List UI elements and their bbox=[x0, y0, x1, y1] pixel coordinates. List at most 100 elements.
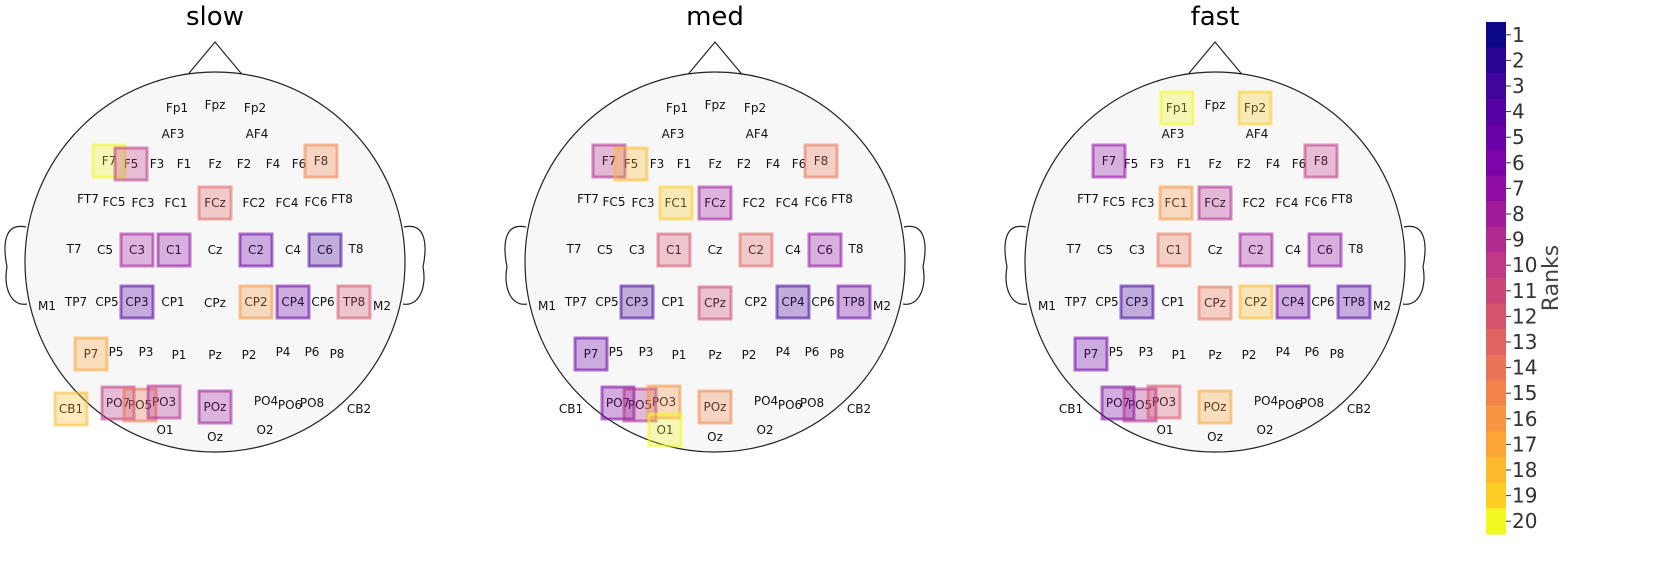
electrode-label-cp3: CP3 bbox=[125, 295, 148, 309]
electrode-label-cz: Cz bbox=[208, 243, 223, 257]
electrode-label-t8: T8 bbox=[1348, 242, 1364, 256]
electrode-highlight-fp1 bbox=[1159, 90, 1195, 126]
electrode-label-c1: C1 bbox=[1166, 243, 1182, 257]
electrode-highlight-poz bbox=[1197, 389, 1233, 425]
electrode-label-f8: F8 bbox=[314, 154, 329, 168]
electrode-highlight-f7 bbox=[591, 143, 627, 179]
electrode-highlight-c1 bbox=[156, 232, 192, 268]
electrode-label-c5: C5 bbox=[1097, 243, 1113, 257]
electrode-label-cpz: CPz bbox=[704, 296, 726, 310]
electrode-label-fp2: Fp2 bbox=[244, 101, 266, 115]
electrode-label-fz: Fz bbox=[708, 157, 721, 171]
electrode-label-c3: C3 bbox=[129, 243, 145, 257]
colorbar-tick-label: 2 bbox=[1512, 48, 1525, 72]
electrode-highlight-fcz bbox=[197, 185, 233, 221]
electrode-highlight-c6 bbox=[307, 232, 343, 268]
electrode-label-po3: PO3 bbox=[1152, 395, 1176, 409]
electrode-label-f5: F5 bbox=[1124, 157, 1139, 171]
electrode-label-p8: P8 bbox=[830, 347, 845, 361]
colorbar-tick-label: 6 bbox=[1512, 151, 1525, 175]
electrode-label-f6: F6 bbox=[792, 157, 807, 171]
electrode-highlight-f8 bbox=[803, 143, 839, 179]
electrode-label-c5: C5 bbox=[597, 243, 613, 257]
electrode-label-o2: O2 bbox=[756, 423, 773, 437]
topomap-fast: fast Fp1 Fpz Fp2 AF3 AF4 F7 F5 F3 F1 Fz F2 F4 F6 F8 FT7… bbox=[1004, 2, 1426, 453]
electrode-label-o1: O1 bbox=[1156, 423, 1173, 437]
electrode-label-t7: T7 bbox=[1066, 242, 1082, 256]
colorbar-segment bbox=[1486, 124, 1506, 151]
electrode-label-f2: F2 bbox=[1237, 157, 1252, 171]
electrode-label-af3: AF3 bbox=[162, 127, 185, 141]
electrode-label-cp6: CP6 bbox=[311, 295, 334, 309]
electrode-label-tp8: TP8 bbox=[842, 295, 865, 309]
electrode-label-c4: C4 bbox=[785, 243, 801, 257]
electrode-label-p6: P6 bbox=[1305, 345, 1320, 359]
electrode-label-cp6: CP6 bbox=[811, 295, 834, 309]
left-ear-outline bbox=[4, 225, 28, 305]
nose-outline bbox=[184, 41, 246, 79]
colorbar-tick-label: 8 bbox=[1512, 202, 1525, 226]
electrode-label-fc3: FC3 bbox=[132, 196, 155, 210]
electrode-label-c2: C2 bbox=[748, 243, 764, 257]
colorbar-tick-label: 18 bbox=[1512, 458, 1537, 482]
electrode-label-fc4: FC4 bbox=[776, 196, 799, 210]
electrode-label-fcz: FCz bbox=[704, 196, 726, 210]
electrode-label-c1: C1 bbox=[166, 243, 182, 257]
electrode-label-ft7: FT7 bbox=[577, 192, 599, 206]
electrode-label-o2: O2 bbox=[256, 423, 273, 437]
electrode-label-po4: PO4 bbox=[754, 394, 778, 408]
topomap-slow: slow Fp1 Fpz Fp2 AF3 AF4 F7 F5 F3 F1 Fz F2 F4 F6 F8 FT7… bbox=[4, 2, 426, 453]
electrode-label-cpz: CPz bbox=[204, 296, 226, 310]
electrode-label-c4: C4 bbox=[1285, 243, 1301, 257]
electrode-label-tp8: TP8 bbox=[342, 295, 365, 309]
electrode-label-p2: P2 bbox=[742, 348, 757, 362]
electrode-label-fc2: FC2 bbox=[743, 196, 766, 210]
colorbar-tick-label: 11 bbox=[1512, 279, 1537, 303]
colorbar-segment bbox=[1486, 329, 1506, 356]
electrode-label-p7: P7 bbox=[1084, 347, 1099, 361]
colorbar-tick-label: 9 bbox=[1512, 228, 1525, 252]
electrode-label-fc5: FC5 bbox=[603, 195, 626, 209]
electrode-highlight-c6 bbox=[807, 232, 843, 268]
electrode-label-po8: PO8 bbox=[300, 396, 324, 410]
colorbar-tick-label: 19 bbox=[1512, 484, 1537, 508]
electrode-label-t7: T7 bbox=[566, 242, 582, 256]
colorbar-tick-label: 20 bbox=[1512, 509, 1537, 533]
electrode-label-oz: Oz bbox=[207, 430, 223, 444]
electrode-label-f8: F8 bbox=[1314, 154, 1329, 168]
electrode-label-ft8: FT8 bbox=[1331, 192, 1353, 206]
electrode-label-p8: P8 bbox=[1330, 347, 1345, 361]
electrode-label-poz: POz bbox=[1204, 400, 1227, 414]
colorbar-tick-label: 14 bbox=[1512, 356, 1537, 380]
electrode-label-po4: PO4 bbox=[254, 394, 278, 408]
electrode-highlight-poz bbox=[197, 389, 233, 425]
electrode-label-fz: Fz bbox=[1208, 157, 1221, 171]
electrode-label-p3: P3 bbox=[139, 345, 154, 359]
electrode-label-ft7: FT7 bbox=[77, 192, 99, 206]
colorbar-segment bbox=[1486, 457, 1506, 484]
electrode-label-fz: Fz bbox=[208, 157, 221, 171]
colorbar-tick-label: 15 bbox=[1512, 381, 1537, 405]
electrode-label-f4: F4 bbox=[266, 157, 281, 171]
colorbar-segment bbox=[1486, 201, 1506, 228]
colorbar-tick-label: 17 bbox=[1512, 432, 1537, 456]
electrode-highlight-fp2 bbox=[1237, 90, 1273, 126]
electrode-label-af4: AF4 bbox=[246, 127, 269, 141]
electrode-label-cb1: CB1 bbox=[559, 402, 583, 416]
electrode-label-f6: F6 bbox=[292, 157, 307, 171]
electrode-label-m1: M1 bbox=[538, 299, 556, 313]
electrode-label-t8: T8 bbox=[848, 242, 864, 256]
electrode-label-f2: F2 bbox=[237, 157, 252, 171]
electrode-highlight-tp8 bbox=[336, 284, 372, 320]
electrode-label-fp1: Fp1 bbox=[666, 101, 688, 115]
electrode-label-m2: M2 bbox=[1373, 299, 1391, 313]
colorbar-segment bbox=[1486, 482, 1506, 509]
electrode-label-p7: P7 bbox=[84, 347, 99, 361]
right-ear-outline bbox=[402, 225, 426, 305]
colorbar-segment bbox=[1486, 303, 1506, 330]
electrode-label-cp4: CP4 bbox=[1281, 295, 1304, 309]
electrode-label-fp1: Fp1 bbox=[1166, 101, 1188, 115]
electrode-highlight-f8 bbox=[303, 143, 339, 179]
